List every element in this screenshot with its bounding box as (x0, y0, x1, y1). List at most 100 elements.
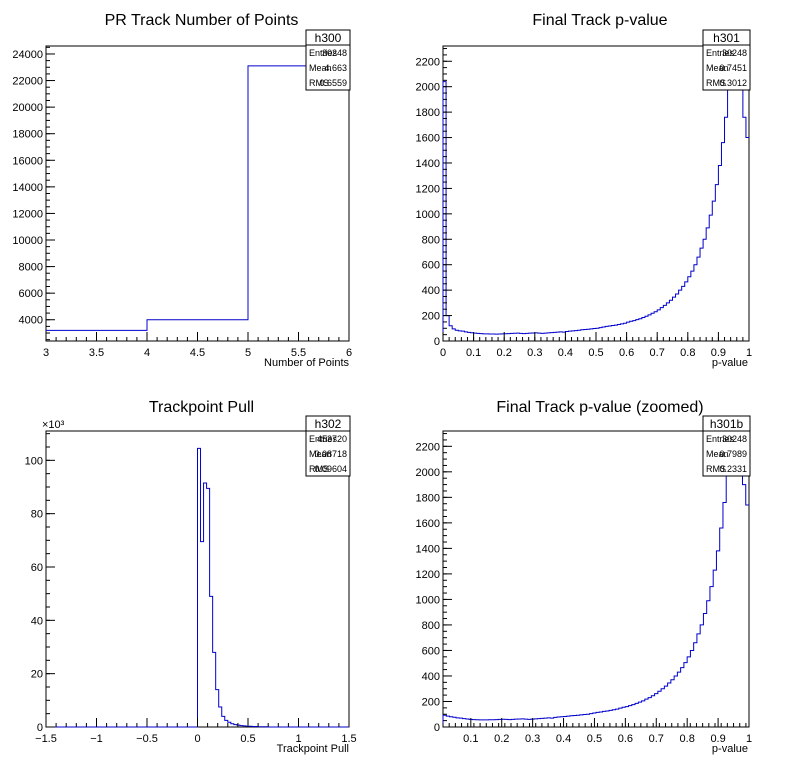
y-tick-label: 1000 (416, 594, 440, 606)
histogram-panel-1: PR Track Number of Points 3 3.5 4 4.5 5 5.5 6 40… (12, 12, 352, 369)
stats-box-name: h302 (315, 417, 342, 431)
x-tick-label: 1 (746, 733, 752, 745)
y-tick-label: 18000 (12, 129, 43, 141)
stats-label: RMS (706, 464, 726, 474)
x-tick-label: 0.6 (618, 733, 633, 745)
stats-label: RMS (309, 78, 329, 88)
x-tick-label: 1 (746, 347, 752, 359)
y-tick-label: 16000 (12, 155, 43, 167)
x-axis-label: p-value (712, 743, 748, 755)
y-tick-label: 200 (422, 311, 440, 323)
x-axis-label: p-value (712, 357, 748, 369)
y-tick-label: 800 (422, 620, 440, 632)
histogram-panel-2: Final Track p-value 0 0.1 0.2 0.3 0.4 0.5 0.6 0.… (416, 12, 753, 369)
y-tick-label: 14000 (12, 182, 43, 194)
x-tick-label: 3 (43, 347, 49, 359)
stats-value: 30248 (722, 434, 747, 444)
x-tick-label: 0.4 (558, 347, 573, 359)
y-exponent-label: ×10³ (42, 419, 65, 431)
chart-title: Final Track p-value (zoomed) (496, 399, 703, 416)
x-tick-label: 6 (346, 347, 352, 359)
x-tick-label: 5.5 (291, 347, 306, 359)
histogram-line (442, 430, 749, 727)
x-tick-label: 0.1 (466, 347, 481, 359)
x-axis-label: Number of Points (264, 357, 349, 369)
x-tick-label: 0.5 (587, 733, 602, 745)
stats-label: RMS (706, 78, 726, 88)
histogram-panel-3: Trackpoint Pull −1.5 −1 −0.5 0 0.5 1 1.5 0 20 40 60… (25, 399, 357, 755)
stats-box-name: h301b (710, 417, 744, 431)
x-tick-label: 0.1 (463, 733, 478, 745)
y-tick-label: 0 (37, 722, 43, 734)
x-tick-label: 0.3 (527, 347, 542, 359)
x-tick-label: 0 (440, 347, 446, 359)
y-tick-label: 1600 (416, 518, 440, 530)
histogram-line (46, 447, 349, 728)
y-tick-label: 24000 (12, 49, 43, 61)
y-tick-label: 1400 (416, 158, 440, 170)
y-tick-label: 80 (31, 509, 43, 521)
y-tick-label: 600 (422, 260, 440, 272)
x-tick-label: 0.9 (710, 733, 725, 745)
y-tick-label: 1800 (416, 107, 440, 119)
y-tick-label: 0 (434, 722, 440, 734)
y-tick-label: 200 (422, 696, 440, 708)
stats-label: RMS (309, 464, 329, 474)
x-tick-label: 0.5 (588, 347, 603, 359)
stats-box-frame (702, 415, 751, 477)
x-tick-label: 0.8 (680, 733, 695, 745)
x-tick-label: 0.2 (497, 347, 512, 359)
y-tick-label: 2200 (416, 56, 440, 68)
stats-label: Mean (309, 449, 332, 459)
stats-box-frame (305, 415, 351, 477)
x-tick-label: 0.7 (650, 347, 665, 359)
x-tick-label: −1 (90, 733, 103, 745)
x-tick-label: 0.5 (240, 733, 255, 745)
y-tick-label: 22000 (12, 76, 43, 88)
stats-label: Mean (706, 63, 729, 73)
stats-value: 0.09604 (314, 464, 347, 474)
histogram-line (46, 65, 349, 331)
x-tick-label: −1.5 (35, 733, 57, 745)
stats-label: Entries (706, 434, 735, 444)
y-tick-label: 0 (434, 336, 440, 348)
y-tick-label: 6000 (19, 288, 43, 300)
x-tick-label: 0.8 (680, 347, 695, 359)
y-tick-label: 800 (422, 234, 440, 246)
x-axis-label: Trackpoint Pull (277, 743, 349, 755)
stats-label: Entries (309, 48, 338, 58)
y-tick-label: 100 (25, 455, 43, 467)
histogram-panel-4: Final Track p-value (zoomed) 0.1 0.2 0.3 0.4… (416, 399, 753, 755)
y-tick-label: 10000 (12, 235, 43, 247)
stats-value: 0.6559 (319, 78, 347, 88)
y-tick-label: 2200 (416, 441, 440, 453)
stats-value: 30248 (722, 48, 747, 58)
y-tick-label: 2000 (416, 467, 440, 479)
stats-box-name: h301 (713, 31, 740, 45)
y-tick-label: 400 (422, 671, 440, 683)
y-tick-label: 12000 (12, 208, 43, 220)
x-tick-label: 0.4 (556, 733, 571, 745)
x-tick-label: 4.5 (190, 347, 205, 359)
stats-label: Entries (706, 48, 735, 58)
y-tick-label: 8000 (19, 262, 43, 274)
y-tick-label: 60 (31, 562, 43, 574)
y-tick-label: 1800 (416, 492, 440, 504)
stats-label: Mean (706, 449, 729, 459)
y-tick-label: 1600 (416, 133, 440, 145)
x-tick-label: 0.9 (711, 347, 726, 359)
stats-value: 0.2331 (719, 464, 747, 474)
y-tick-label: 1000 (416, 209, 440, 221)
plot-frame (45, 45, 350, 342)
y-tick-label: 400 (422, 285, 440, 297)
x-tick-label: 0.3 (525, 733, 540, 745)
y-tick-label: 2000 (416, 82, 440, 94)
x-tick-label: 0.2 (494, 733, 509, 745)
x-tick-label: −0.5 (136, 733, 158, 745)
y-tick-label: 20 (31, 669, 43, 681)
y-tick-label: 600 (422, 645, 440, 657)
